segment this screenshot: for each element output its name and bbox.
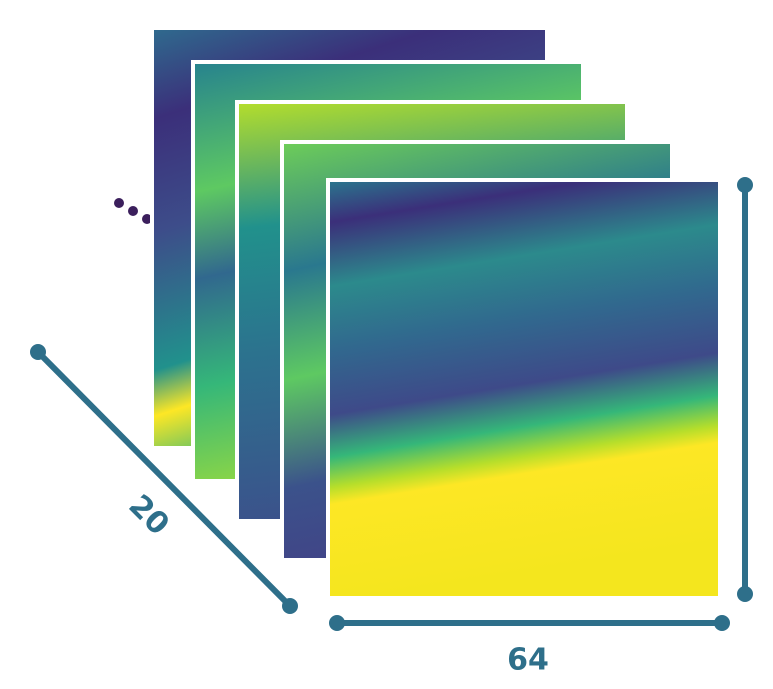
image-stack (152, 28, 720, 598)
ellipsis (114, 198, 152, 224)
width-label: 64 (507, 643, 549, 678)
page: {"dimensions": {"depth": "20", "width": … (0, 0, 773, 689)
height-dimension (737, 177, 753, 602)
depth-label: 20 (122, 488, 176, 542)
image-layer (328, 180, 720, 598)
height-label: 64 (766, 359, 773, 401)
width-dimension (329, 615, 730, 631)
diagram: 20 64 64 (0, 0, 773, 689)
